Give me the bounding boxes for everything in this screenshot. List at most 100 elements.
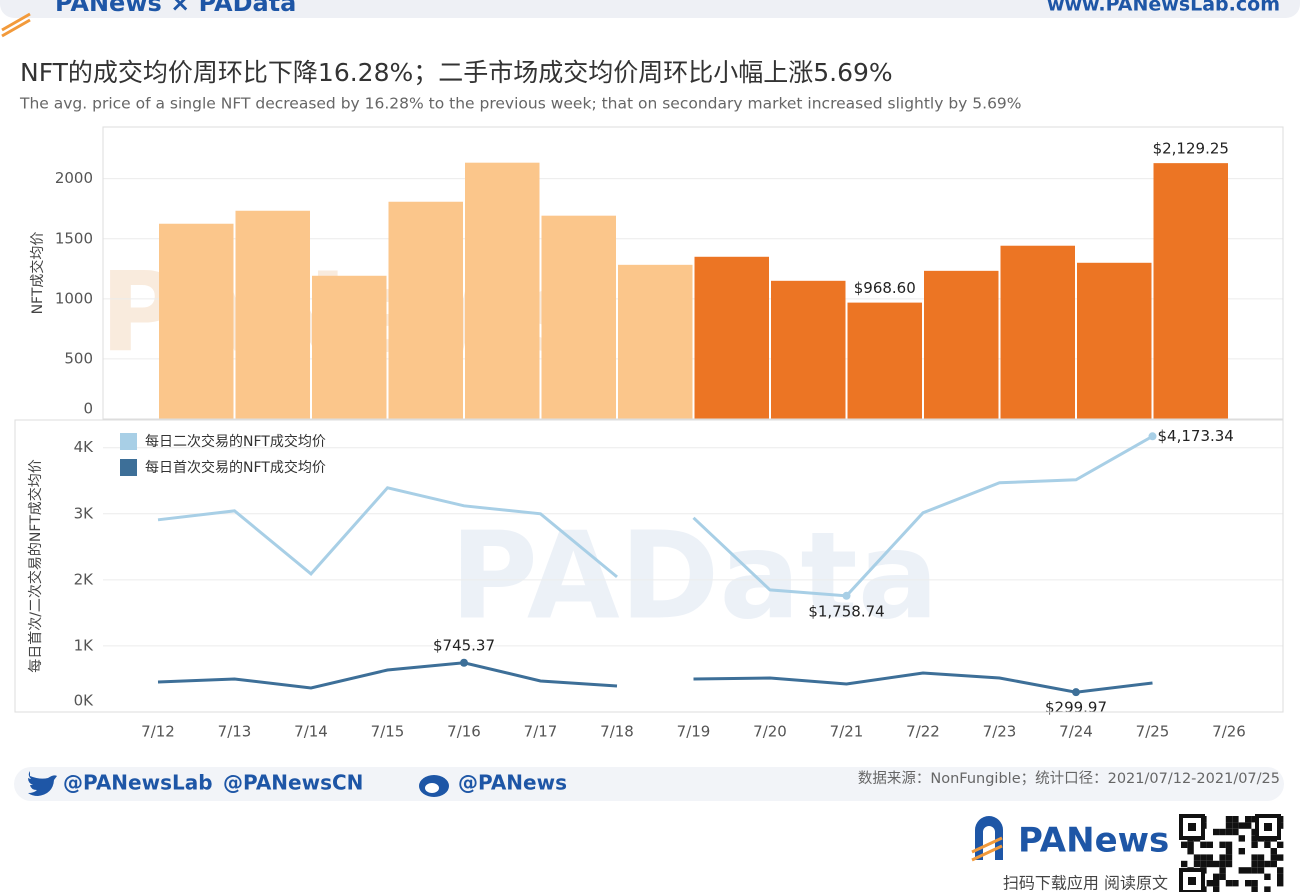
- qr-cell: [1206, 854, 1213, 861]
- y-tick-label: 1K: [74, 636, 95, 654]
- social-handle[interactable]: @PANewsCN: [223, 771, 363, 795]
- qr-cell: [1200, 860, 1207, 868]
- qr-cell: [1232, 828, 1239, 836]
- qr-cell: [1219, 867, 1226, 874]
- qr-cell: [1245, 816, 1252, 823]
- qr-cell: [1193, 854, 1201, 861]
- x-tick-label: 7/16: [447, 723, 481, 741]
- qr-cell: [1277, 867, 1284, 874]
- qr-cell: [1264, 841, 1271, 848]
- header-bar: [0, 0, 1300, 18]
- qr-cell: [1206, 841, 1213, 848]
- qr-code[interactable]: [1179, 814, 1284, 892]
- x-tick-label: 7/12: [141, 723, 175, 741]
- qr-cell: [1187, 841, 1194, 848]
- watermark: PAData: [450, 508, 939, 647]
- data-label: $1,758.74: [808, 602, 884, 620]
- bar: [541, 215, 616, 419]
- bar: [1153, 163, 1228, 419]
- qr-cell: [1270, 848, 1277, 855]
- data-label: $299.97: [1045, 699, 1107, 717]
- qr-cell: [1251, 880, 1258, 887]
- bar: [924, 270, 999, 419]
- qr-cell: [1257, 867, 1265, 874]
- header-url: www.PANewsLab.com: [1047, 0, 1280, 16]
- qr-cell: [1264, 886, 1271, 892]
- bar: [1000, 245, 1075, 419]
- qr-cell: [1213, 860, 1220, 868]
- social-handle[interactable]: @PANews: [458, 771, 567, 795]
- qr-cell: [1251, 841, 1258, 848]
- qr-cell: [1238, 867, 1245, 874]
- line: [157, 661, 618, 690]
- qr-cell: [1213, 873, 1220, 880]
- qr-cell: [1264, 860, 1271, 868]
- x-tick-label: 7/15: [371, 723, 405, 741]
- legend-label: 每日二次交易的NFT成交均价: [145, 433, 326, 450]
- twitter-icon: [28, 771, 57, 796]
- qr-cell: [1219, 828, 1226, 836]
- weibo-icon-inner: [425, 783, 439, 793]
- qr-cell: [1270, 854, 1277, 861]
- qr-cell: [1225, 841, 1233, 848]
- qr-cell: [1251, 860, 1258, 868]
- x-tick-label: 7/20: [753, 723, 787, 741]
- qr-cell: [1225, 880, 1233, 887]
- legend-swatch: [120, 433, 137, 450]
- y-tick-label: 4K: [74, 438, 95, 456]
- qr-cell: [1225, 854, 1233, 861]
- y-tick-label: 1500: [55, 229, 93, 247]
- qr-caption: 扫码下载应用 阅读原文: [1003, 874, 1168, 892]
- qr-cell: [1213, 886, 1220, 892]
- footer-logo: PANews: [1018, 821, 1169, 861]
- header-brand: PANews × PAData: [55, 0, 296, 17]
- bar: [771, 280, 846, 419]
- point: [842, 591, 851, 600]
- data-label: $968.60: [854, 279, 916, 297]
- qr-cell: [1232, 880, 1239, 887]
- x-tick-label: 7/18: [600, 723, 634, 741]
- y-tick-label: 0K: [74, 692, 95, 710]
- legend-label: 每日首次交易的NFT成交均价: [145, 459, 326, 476]
- qr-cell: [1245, 867, 1252, 874]
- y-axis-label: NFT成交均价: [29, 232, 46, 315]
- qr-cell: [1251, 816, 1258, 823]
- qr-cell: [1219, 860, 1226, 868]
- source: 数据来源：NonFungible；统计口径：2021/07/12-2021/07…: [858, 770, 1280, 787]
- y-tick-label: 2000: [55, 169, 93, 187]
- y-tick-label: 3K: [74, 504, 95, 522]
- x-tick-label: 7/24: [1059, 723, 1093, 741]
- qr-cell: [1225, 828, 1233, 836]
- qr-cell: [1251, 854, 1258, 861]
- y-tick-label: 1000: [55, 289, 93, 307]
- x-tick-label: 7/21: [830, 723, 864, 741]
- qr-cell: [1181, 860, 1188, 868]
- qr-cell: [1232, 822, 1239, 829]
- x-tick-label: 7/17: [524, 723, 558, 741]
- social-handle[interactable]: @PANewsLab: [63, 771, 213, 795]
- x-tick-label: 7/23: [983, 723, 1017, 741]
- point: [460, 658, 468, 667]
- line: [693, 671, 1153, 694]
- qr-cell: [1251, 886, 1258, 892]
- bar-frame: [102, 126, 1284, 420]
- qr-cell: [1264, 873, 1271, 880]
- qr-cell: [1251, 867, 1258, 874]
- x-tick-label: 7/26: [1212, 723, 1246, 741]
- plot: NFT成交均价 0 500 1000 1500 2000 $968.60 $2,129.25 每…: [27, 140, 1283, 741]
- qr-finder-dot: [1188, 823, 1196, 831]
- social-band: [14, 767, 1284, 801]
- qr-cell: [1213, 828, 1220, 836]
- qr-cell: [1206, 880, 1213, 887]
- y-tick-label: 2K: [74, 570, 95, 588]
- bar: [312, 275, 387, 419]
- qr-cell: [1225, 848, 1233, 855]
- qr-cell: [1257, 860, 1265, 868]
- bar: [618, 264, 693, 419]
- qr-cell: [1206, 860, 1213, 868]
- x-tick-label: 7/25: [1136, 723, 1170, 741]
- qr-cell: [1270, 860, 1277, 868]
- qr-finder-dot: [1264, 823, 1272, 831]
- line: [157, 486, 618, 579]
- data-label: $4,173.34: [1158, 427, 1234, 445]
